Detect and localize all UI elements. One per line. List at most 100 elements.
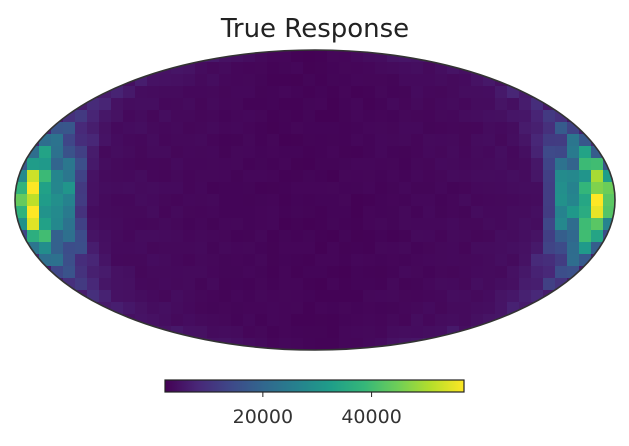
sky-pixel xyxy=(207,122,220,135)
sky-pixel xyxy=(351,338,364,350)
sky-pixel xyxy=(183,146,196,159)
sky-pixel xyxy=(123,98,136,111)
sky-pixel xyxy=(579,146,592,159)
sky-pixel xyxy=(483,134,496,147)
sky-pixel xyxy=(51,230,64,243)
sky-pixel xyxy=(363,218,376,231)
sky-pixel xyxy=(255,74,268,87)
sky-pixel xyxy=(387,86,400,99)
sky-pixel xyxy=(387,278,400,291)
sky-pixel xyxy=(579,218,592,231)
sky-pixel xyxy=(531,122,544,135)
sky-pixel xyxy=(231,122,244,135)
sky-pixel xyxy=(183,206,196,219)
sky-pixel xyxy=(39,182,52,195)
sky-pixel xyxy=(291,326,304,339)
sky-pixel xyxy=(219,182,232,195)
sky-pixel xyxy=(399,302,412,315)
sky-pixel xyxy=(579,170,592,183)
sky-pixel xyxy=(243,218,256,231)
sky-pixel xyxy=(255,230,268,243)
sky-pixel xyxy=(339,290,352,303)
sky-pixel xyxy=(303,290,316,303)
sky-pixel xyxy=(75,230,88,243)
sky-pixel xyxy=(135,134,148,147)
sky-pixel xyxy=(207,86,220,99)
sky-pixel xyxy=(435,74,448,87)
sky-pixel xyxy=(339,110,352,123)
sky-pixel xyxy=(363,110,376,123)
sky-pixel xyxy=(231,98,244,111)
sky-pixel xyxy=(159,254,172,267)
sky-pixel xyxy=(411,326,424,339)
sky-pixel xyxy=(243,254,256,267)
sky-pixel xyxy=(339,194,352,207)
sky-pixel xyxy=(555,206,568,219)
sky-pixel xyxy=(543,146,556,159)
sky-pixel xyxy=(387,158,400,171)
sky-pixel xyxy=(339,86,352,99)
sky-pixel xyxy=(219,278,232,291)
sky-pixel xyxy=(315,74,328,87)
sky-pixel xyxy=(483,230,496,243)
sky-pixel xyxy=(303,62,316,75)
sky-pixel xyxy=(291,338,304,350)
sky-pixel xyxy=(435,206,448,219)
sky-pixel xyxy=(411,302,424,315)
sky-pixel xyxy=(447,122,460,135)
sky-pixel xyxy=(351,158,364,171)
sky-pixel xyxy=(279,74,292,87)
sky-pixel xyxy=(519,98,532,111)
sky-pixel xyxy=(135,182,148,195)
sky-pixel xyxy=(399,206,412,219)
sky-pixel xyxy=(447,302,460,315)
sky-pixel xyxy=(435,242,448,255)
sky-pixel xyxy=(147,302,160,315)
sky-pixel xyxy=(159,206,172,219)
sky-map xyxy=(15,50,615,350)
sky-pixel xyxy=(483,242,496,255)
sky-pixel xyxy=(363,290,376,303)
sky-pixel xyxy=(231,146,244,159)
sky-pixel xyxy=(291,278,304,291)
sky-pixel xyxy=(27,134,40,147)
sky-pixel xyxy=(171,86,184,99)
sky-pixel xyxy=(471,230,484,243)
sky-pixel xyxy=(27,194,40,207)
sky-pixel xyxy=(375,254,388,267)
sky-pixel xyxy=(255,254,268,267)
sky-pixel xyxy=(327,314,340,327)
sky-pixel xyxy=(75,182,88,195)
sky-pixel xyxy=(267,182,280,195)
sky-pixel xyxy=(375,230,388,243)
sky-pixel xyxy=(555,194,568,207)
sky-pixel xyxy=(183,98,196,111)
sky-pixel xyxy=(231,218,244,231)
sky-pixel xyxy=(459,290,472,303)
sky-pixel xyxy=(135,194,148,207)
sky-pixel xyxy=(147,98,160,111)
sky-pixel xyxy=(327,218,340,231)
sky-pixel xyxy=(507,290,520,303)
sky-pixel xyxy=(519,278,532,291)
sky-pixel xyxy=(123,182,136,195)
sky-pixel xyxy=(483,182,496,195)
sky-pixel xyxy=(207,326,220,339)
sky-pixel xyxy=(51,110,64,123)
sky-pixel xyxy=(399,290,412,303)
sky-pixel xyxy=(195,62,208,75)
sky-pixel xyxy=(171,254,184,267)
sky-pixel xyxy=(279,110,292,123)
sky-pixel xyxy=(267,230,280,243)
sky-pixel xyxy=(423,158,436,171)
sky-pixel xyxy=(579,242,592,255)
sky-pixel xyxy=(411,182,424,195)
sky-pixel xyxy=(387,194,400,207)
sky-pixel xyxy=(327,134,340,147)
sky-pixel xyxy=(315,158,328,171)
sky-pixel xyxy=(327,62,340,75)
sky-pixel xyxy=(255,122,268,135)
sky-pixel xyxy=(183,254,196,267)
sky-pixel xyxy=(75,134,88,147)
sky-pixel xyxy=(195,98,208,111)
